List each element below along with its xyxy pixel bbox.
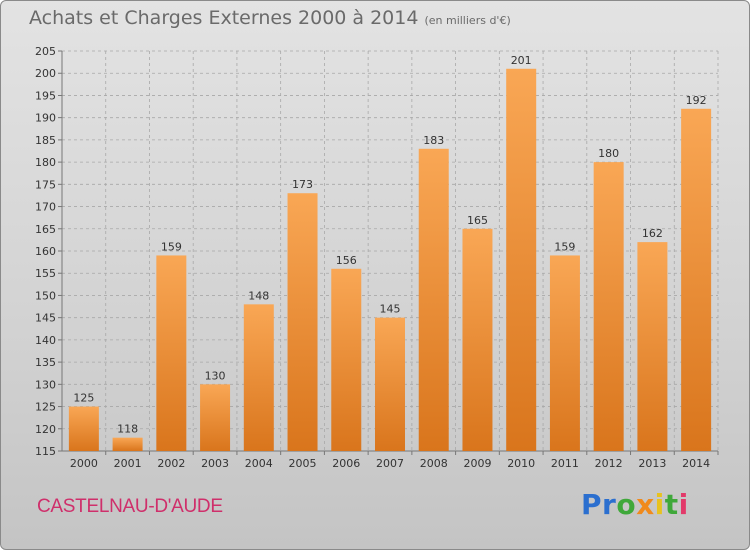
y-tick-label: 165: [35, 223, 56, 236]
bar-2004: [243, 304, 274, 451]
data-label: 183: [423, 134, 444, 147]
data-label: 130: [205, 369, 226, 382]
y-tick-label: 190: [35, 112, 56, 125]
x-tick-label: 2014: [682, 457, 710, 470]
bars: [68, 68, 712, 452]
y-tick-label: 130: [35, 378, 56, 391]
data-label: 159: [554, 240, 575, 253]
logo-letter: o: [616, 488, 637, 521]
y-tick-label: 155: [35, 267, 56, 280]
y-tick-label: 140: [35, 334, 56, 347]
logo-letter: i: [654, 488, 665, 521]
data-labels: 125 118 159 130 148 173 156 145 183 165 201 159 180 1…: [73, 54, 706, 436]
y-tick-label: 150: [35, 289, 56, 302]
logo-letter: x: [636, 488, 655, 521]
y-tick-label: 125: [35, 401, 56, 414]
x-tick-label: 2005: [289, 457, 317, 470]
y-tick-label: 180: [35, 156, 56, 169]
y-tick-label: 175: [35, 178, 56, 191]
x-tick-label: 2007: [376, 457, 404, 470]
y-tick-label: 145: [35, 312, 56, 325]
bar-2009: [462, 228, 493, 451]
y-tick-label: 170: [35, 201, 56, 214]
data-label: 156: [336, 254, 357, 267]
chart-title: Achats et Charges Externes 2000 à 2014 (e…: [29, 7, 511, 29]
data-label: 162: [642, 227, 663, 240]
x-tick-label: 2006: [332, 457, 360, 470]
bar-2005: [287, 193, 318, 451]
x-tick-label: 2013: [638, 457, 666, 470]
chart-title-unit: (en milliers d'€): [424, 14, 511, 27]
x-tick-label: 2009: [463, 457, 491, 470]
y-tick-label: 200: [35, 67, 56, 80]
proxiti-logo[interactable]: Proxiti: [581, 488, 689, 521]
bar-2008: [418, 148, 449, 451]
x-tick-label: 2010: [507, 457, 535, 470]
y-tick-label: 195: [35, 89, 56, 102]
x-tick-label: 2004: [245, 457, 273, 470]
x-tick-label: 2011: [551, 457, 579, 470]
bar-2014: [681, 108, 712, 452]
logo-letter: i: [678, 488, 689, 521]
bar-2010: [506, 68, 537, 452]
commune-name: CASTELNAU-D'AUDE: [37, 496, 223, 517]
axes: 115 120 125 130 135 140 145 150 155 160 165 170 175 1…: [35, 45, 719, 470]
x-tick-label: 2003: [201, 457, 229, 470]
y-tick-label: 115: [35, 445, 56, 458]
bar-2001: [112, 437, 143, 451]
data-label: 192: [686, 94, 707, 107]
data-label: 159: [161, 240, 182, 253]
y-tick-label: 185: [35, 134, 56, 147]
data-label: 180: [598, 147, 619, 160]
data-label: 165: [467, 214, 488, 227]
bar-2013: [637, 242, 668, 451]
logo-letter: r: [602, 488, 617, 521]
bar-2000: [68, 406, 99, 451]
bar-2006: [331, 268, 362, 451]
x-tick-label: 2008: [420, 457, 448, 470]
data-label: 173: [292, 178, 313, 191]
chart-title-main: Achats et Charges Externes 2000 à 2014: [29, 7, 419, 29]
data-label: 118: [117, 423, 138, 436]
bar-2012: [593, 162, 624, 451]
data-label: 201: [511, 54, 532, 67]
x-tick-label: 2002: [157, 457, 185, 470]
bar-2011: [549, 255, 580, 451]
data-label: 125: [73, 392, 94, 405]
x-tick-label: 2001: [114, 457, 142, 470]
data-label: 145: [380, 303, 401, 316]
bar-2002: [156, 255, 187, 451]
y-tick-label: 160: [35, 245, 56, 258]
bar-2003: [200, 384, 231, 451]
x-tick-label: 2012: [595, 457, 623, 470]
y-tick-label: 135: [35, 356, 56, 369]
bar-2007: [375, 317, 405, 451]
logo-letter: t: [664, 488, 679, 521]
y-tick-label: 205: [35, 45, 56, 58]
x-tick-label: 2000: [70, 457, 98, 470]
y-tick-label: 120: [35, 423, 56, 436]
logo-letter: P: [581, 488, 603, 521]
data-label: 148: [248, 289, 269, 302]
